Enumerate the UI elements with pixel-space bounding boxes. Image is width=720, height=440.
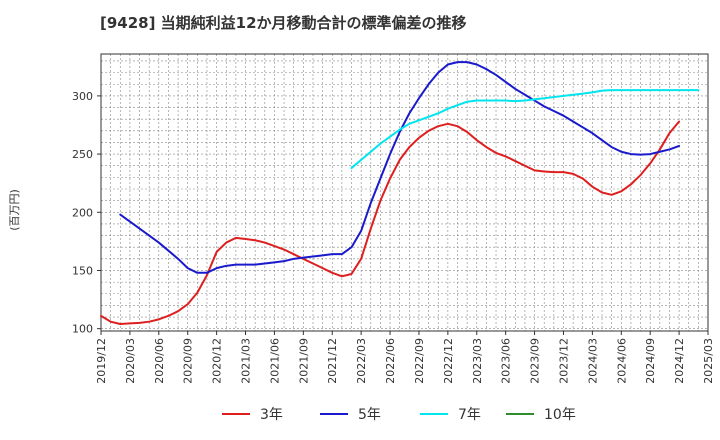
series-line-7年 <box>350 89 700 170</box>
x-tick-label: 2023/12 <box>557 338 570 384</box>
series-line-3年 <box>100 120 681 326</box>
x-tick-label: 2022/03 <box>355 338 368 384</box>
y-tick-label: 100 <box>72 323 93 336</box>
x-tick-label: 2020/06 <box>153 338 166 384</box>
y-tick-label: 300 <box>72 90 93 103</box>
x-tick-label: 2021/09 <box>297 338 310 384</box>
y-tick-label: 150 <box>72 264 93 277</box>
y-tick-label: 250 <box>72 148 93 161</box>
x-tick-label: 2023/09 <box>529 338 542 384</box>
plot-frame <box>100 53 709 332</box>
x-tick-label: 2022/09 <box>413 338 426 384</box>
x-tick-label: 2023/03 <box>471 338 484 384</box>
x-tick-label: 2020/03 <box>124 338 137 384</box>
legend-label: 7年 <box>458 407 481 423</box>
x-tick-label: 2019/12 <box>95 338 108 384</box>
x-tick-label: 2020/09 <box>182 338 195 384</box>
chart-title: [9428] 当期純利益12か月移動合計の標準偏差の推移 <box>100 14 467 32</box>
legend-label: 10年 <box>544 407 576 423</box>
x-tick-label: 2025/03 <box>702 338 715 384</box>
legend-label: 5年 <box>358 407 381 423</box>
x-tick-label: 2021/12 <box>326 338 339 384</box>
x-tick-label: 2022/06 <box>384 338 397 384</box>
legend: 3年 5年 7年 10年 <box>222 407 576 423</box>
y-axis-label: (百万円) <box>8 189 21 231</box>
series-lines <box>100 61 700 326</box>
y-axis-ticks: 100 150 200 250 300 <box>72 90 101 336</box>
legend-label: 3年 <box>260 407 283 423</box>
series-line-5年 <box>119 61 681 274</box>
x-axis-ticks: 2019/12 2020/03 2020/06 2020/09 2020/12 2021/… <box>95 331 715 384</box>
x-tick-label: 2024/09 <box>644 338 657 384</box>
x-tick-label: 2023/06 <box>500 338 513 384</box>
x-tick-label: 2021/06 <box>268 338 281 384</box>
grid-lines <box>101 54 708 331</box>
x-tick-label: 2024/03 <box>586 338 599 384</box>
x-tick-label: 2020/12 <box>211 338 224 384</box>
x-tick-label: 2021/03 <box>240 338 253 384</box>
x-tick-label: 2024/06 <box>615 338 628 384</box>
y-tick-label: 200 <box>72 206 93 219</box>
x-tick-label: 2022/12 <box>442 338 455 384</box>
x-tick-label: 2024/12 <box>673 338 686 384</box>
